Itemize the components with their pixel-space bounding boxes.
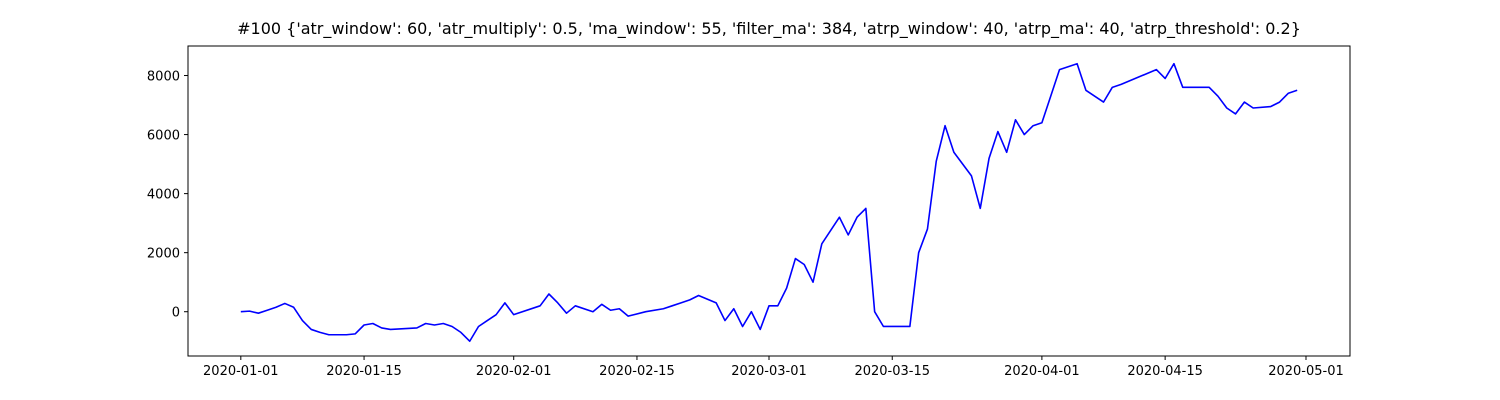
x-tick-label: 2020-02-15 [599, 364, 675, 379]
plot-frame [187, 45, 1351, 357]
x-tick-label: 2020-01-01 [203, 364, 279, 379]
x-tick-label: 2020-02-01 [476, 364, 552, 379]
y-tick-label: 6000 [147, 129, 180, 144]
data-line [240, 62, 1298, 343]
x-tick-label: 2020-04-01 [1004, 364, 1080, 379]
chart-title: #100 {'atr_window': 60, 'atr_multiply': … [237, 19, 1301, 39]
x-tick-label: 2020-03-01 [731, 364, 807, 379]
x-tick-label: 2020-01-15 [326, 364, 402, 379]
y-tick-label: 8000 [147, 70, 180, 85]
x-tick-label: 2020-03-15 [854, 364, 930, 379]
x-tick-label: 2020-05-01 [1268, 364, 1344, 379]
y-tick-label: 4000 [147, 188, 180, 203]
y-tick-label: 0 [172, 306, 180, 321]
y-tick-label: 2000 [147, 247, 180, 262]
x-tick-label: 2020-04-15 [1127, 364, 1203, 379]
